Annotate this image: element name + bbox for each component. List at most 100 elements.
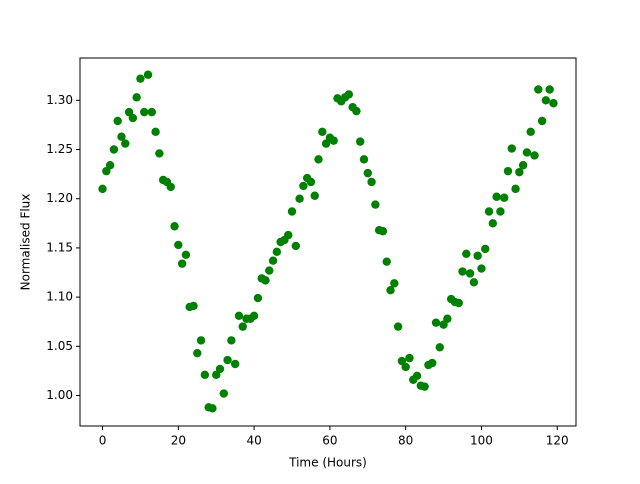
y-tick-label: 1.30 [46, 93, 73, 107]
data-point [200, 370, 210, 380]
data-point [465, 269, 475, 278]
data-point [401, 362, 410, 372]
data-point [109, 145, 119, 154]
data-point [284, 230, 293, 240]
data-point [356, 137, 365, 146]
y-axis-label: Normalised Flux [19, 194, 33, 291]
data-point [541, 96, 551, 105]
x-axis-label: Time (Hours) [288, 456, 367, 470]
data-point [196, 336, 206, 345]
data-point [481, 244, 490, 254]
data-point [219, 389, 228, 398]
x-tick-label: 0 [99, 434, 107, 448]
data-point [238, 322, 247, 331]
x-tick-label: 100 [470, 434, 493, 448]
data-point [193, 348, 202, 358]
data-point [518, 161, 528, 170]
data-point [223, 355, 232, 365]
data-point [488, 219, 498, 228]
data-point [170, 222, 179, 231]
data-point [181, 250, 191, 259]
data-point [507, 144, 516, 153]
x-tick-label: 40 [246, 434, 261, 448]
data-point [378, 226, 388, 236]
data-point [458, 267, 467, 276]
data-point [534, 85, 543, 94]
data-point [208, 404, 217, 413]
data-point [443, 314, 452, 323]
data-point [537, 116, 547, 126]
data-point [105, 161, 115, 170]
data-point [393, 322, 403, 331]
data-point [98, 184, 107, 194]
x-tick-label: 20 [171, 434, 186, 448]
data-point [363, 168, 372, 178]
data-point [291, 241, 300, 251]
data-point [511, 184, 520, 194]
data-point [140, 107, 149, 117]
x-tick-label: 80 [398, 434, 413, 448]
data-point [367, 177, 376, 187]
data-point [522, 148, 532, 157]
data-point [143, 70, 153, 79]
data-point [530, 151, 539, 160]
y-tick-label: 1.15 [46, 240, 73, 254]
data-point [117, 132, 126, 141]
data-point [310, 191, 319, 200]
data-point [462, 249, 471, 259]
data-point [428, 358, 437, 368]
data-point [268, 256, 278, 265]
data-point [492, 192, 501, 201]
data-point [344, 90, 354, 99]
data-point [265, 266, 274, 275]
data-point [230, 359, 240, 369]
data-point [318, 127, 327, 136]
data-point [477, 264, 486, 273]
y-tick-label: 1.10 [46, 290, 73, 304]
data-point [515, 167, 524, 177]
data-point [386, 286, 395, 295]
data-point [352, 106, 361, 116]
data-point [261, 276, 270, 285]
y-tick-label: 1.00 [46, 388, 73, 402]
data-point [155, 149, 164, 158]
data-point [295, 194, 304, 203]
data-point [484, 207, 494, 216]
data-point [499, 193, 509, 202]
data-point [299, 181, 308, 191]
x-tick-label: 120 [546, 434, 569, 448]
data-point [454, 298, 463, 308]
y-tick-label: 1.25 [46, 142, 73, 156]
x-tick-label: 60 [322, 434, 337, 448]
data-point [329, 136, 338, 145]
data-point [136, 74, 145, 83]
data-point [545, 85, 554, 94]
data-point [147, 107, 157, 117]
data-point [177, 259, 187, 268]
data-point [473, 251, 482, 260]
data-point [412, 371, 422, 381]
data-point [314, 155, 323, 164]
data-point [549, 99, 558, 108]
data-point [253, 293, 263, 303]
data-point [234, 311, 244, 320]
data-point [249, 311, 259, 320]
data-point [431, 318, 441, 327]
y-tick-label: 1.05 [46, 339, 73, 353]
data-point [382, 257, 391, 266]
data-point [526, 127, 535, 136]
data-point [272, 247, 282, 257]
data-point [496, 207, 505, 216]
data-point [435, 343, 444, 352]
data-point [215, 364, 225, 374]
data-point [227, 336, 236, 345]
data-point [503, 166, 513, 176]
data-point [405, 353, 414, 363]
data-point [113, 116, 122, 126]
data-point [469, 278, 479, 287]
data-point [174, 240, 183, 250]
data-point [166, 182, 175, 192]
data-point [287, 207, 297, 216]
data-point [371, 200, 380, 209]
